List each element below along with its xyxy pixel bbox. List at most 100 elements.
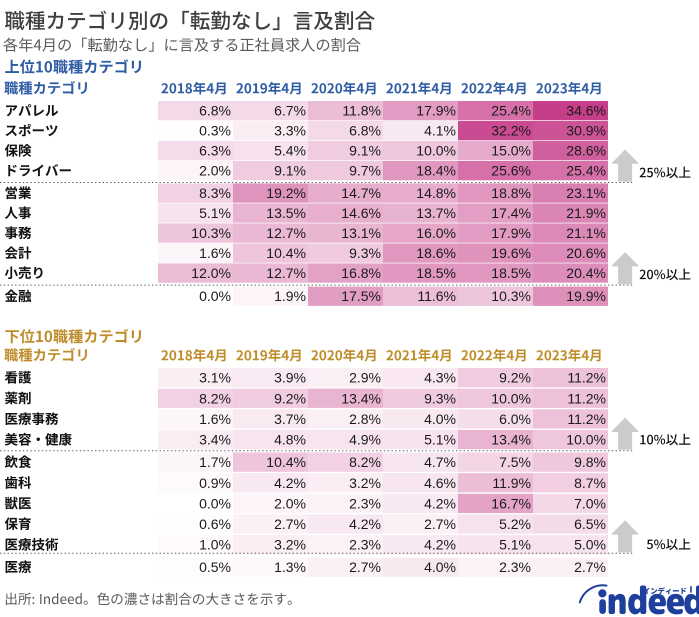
svg-text:15.0%: 15.0% xyxy=(491,143,531,159)
svg-text:3.1%: 3.1% xyxy=(199,370,231,386)
svg-text:3.3%: 3.3% xyxy=(274,123,306,139)
svg-text:3.2%: 3.2% xyxy=(349,475,381,491)
svg-text:6.8%: 6.8% xyxy=(349,123,381,139)
svg-text:2.9%: 2.9% xyxy=(349,370,381,386)
svg-text:10.4%: 10.4% xyxy=(266,245,306,261)
svg-text:13.4%: 13.4% xyxy=(491,432,531,448)
svg-text:6.0%: 6.0% xyxy=(499,411,531,427)
svg-text:0.0%: 0.0% xyxy=(199,495,231,511)
svg-text:2.7%: 2.7% xyxy=(424,516,456,532)
svg-text:25.6%: 25.6% xyxy=(491,163,531,179)
svg-text:11.8%: 11.8% xyxy=(342,103,381,119)
svg-text:8.3%: 8.3% xyxy=(199,185,231,201)
svg-text:10.3%: 10.3% xyxy=(491,288,531,304)
svg-text:3.7%: 3.7% xyxy=(274,411,306,427)
svg-text:5.1%: 5.1% xyxy=(499,537,531,553)
svg-text:6.7%: 6.7% xyxy=(274,103,306,119)
svg-text:4.9%: 4.9% xyxy=(349,432,381,448)
svg-text:18.8%: 18.8% xyxy=(491,185,531,201)
svg-text:2.3%: 2.3% xyxy=(349,495,381,511)
svg-text:5.1%: 5.1% xyxy=(199,205,231,221)
svg-text:2.3%: 2.3% xyxy=(349,537,381,553)
svg-text:3.9%: 3.9% xyxy=(274,370,306,386)
svg-text:20.4%: 20.4% xyxy=(566,265,606,281)
svg-text:1.9%: 1.9% xyxy=(274,288,306,304)
svg-text:4.1%: 4.1% xyxy=(424,123,456,139)
svg-text:3.4%: 3.4% xyxy=(199,432,231,448)
svg-text:2.7%: 2.7% xyxy=(274,516,306,532)
svg-text:25.4%: 25.4% xyxy=(491,103,531,119)
svg-text:4.0%: 4.0% xyxy=(424,559,456,575)
svg-text:13.4%: 13.4% xyxy=(341,390,381,406)
svg-text:9.3%: 9.3% xyxy=(424,390,456,406)
svg-text:12.7%: 12.7% xyxy=(266,225,306,241)
svg-text:9.2%: 9.2% xyxy=(499,370,531,386)
svg-text:9.3%: 9.3% xyxy=(349,245,381,261)
svg-text:2.0%: 2.0% xyxy=(199,163,231,179)
svg-text:18.4%: 18.4% xyxy=(416,163,456,179)
svg-text:13.1%: 13.1% xyxy=(341,225,381,241)
svg-text:11.2%: 11.2% xyxy=(567,411,606,427)
svg-text:9.2%: 9.2% xyxy=(274,390,306,406)
svg-text:5.1%: 5.1% xyxy=(424,432,456,448)
svg-text:2.0%: 2.0% xyxy=(274,495,306,511)
svg-text:9.1%: 9.1% xyxy=(349,143,381,159)
svg-text:19.9%: 19.9% xyxy=(566,288,606,304)
svg-text:16.8%: 16.8% xyxy=(341,265,381,281)
svg-text:10.0%: 10.0% xyxy=(416,143,456,159)
svg-text:21.9%: 21.9% xyxy=(566,205,606,221)
svg-text:1.7%: 1.7% xyxy=(199,454,231,470)
svg-text:13.5%: 13.5% xyxy=(266,205,306,221)
svg-text:17.9%: 17.9% xyxy=(491,225,531,241)
svg-text:4.2%: 4.2% xyxy=(274,475,306,491)
svg-text:0.9%: 0.9% xyxy=(199,475,231,491)
svg-text:0.3%: 0.3% xyxy=(199,123,231,139)
svg-text:18.5%: 18.5% xyxy=(491,265,531,281)
svg-text:7.5%: 7.5% xyxy=(499,454,531,470)
svg-text:2.7%: 2.7% xyxy=(349,559,381,575)
svg-text:19.2%: 19.2% xyxy=(266,185,306,201)
svg-text:34.6%: 34.6% xyxy=(566,103,606,119)
svg-text:1.3%: 1.3% xyxy=(274,559,306,575)
svg-text:30.9%: 30.9% xyxy=(566,123,606,139)
svg-text:12.7%: 12.7% xyxy=(266,265,306,281)
svg-text:8.2%: 8.2% xyxy=(199,390,231,406)
svg-text:11.6%: 11.6% xyxy=(417,288,456,304)
svg-text:9.8%: 9.8% xyxy=(574,454,606,470)
svg-text:5.2%: 5.2% xyxy=(499,516,531,532)
svg-text:13.7%: 13.7% xyxy=(416,205,456,221)
svg-text:9.1%: 9.1% xyxy=(274,163,306,179)
svg-text:14.8%: 14.8% xyxy=(416,185,456,201)
svg-text:6.3%: 6.3% xyxy=(199,143,231,159)
svg-text:4.7%: 4.7% xyxy=(424,454,456,470)
svg-text:25.4%: 25.4% xyxy=(566,163,606,179)
svg-text:4.2%: 4.2% xyxy=(424,495,456,511)
svg-text:1.0%: 1.0% xyxy=(199,537,231,553)
svg-text:12.0%: 12.0% xyxy=(191,265,231,281)
svg-text:14.6%: 14.6% xyxy=(341,205,381,221)
svg-text:7.0%: 7.0% xyxy=(574,495,606,511)
svg-text:10.3%: 10.3% xyxy=(191,225,231,241)
svg-text:16.0%: 16.0% xyxy=(416,225,456,241)
svg-text:16.7%: 16.7% xyxy=(491,495,531,511)
svg-text:2.7%: 2.7% xyxy=(574,559,606,575)
svg-text:1.6%: 1.6% xyxy=(199,411,231,427)
svg-text:11.2%: 11.2% xyxy=(567,370,606,386)
svg-text:10.0%: 10.0% xyxy=(491,390,531,406)
svg-text:6.5%: 6.5% xyxy=(574,516,606,532)
svg-text:0.6%: 0.6% xyxy=(199,516,231,532)
svg-text:0.5%: 0.5% xyxy=(199,559,231,575)
svg-text:17.4%: 17.4% xyxy=(491,205,531,221)
svg-text:21.1%: 21.1% xyxy=(566,225,606,241)
svg-text:11.9%: 11.9% xyxy=(492,475,531,491)
svg-text:11.2%: 11.2% xyxy=(567,390,606,406)
svg-text:1.6%: 1.6% xyxy=(199,245,231,261)
svg-text:2.3%: 2.3% xyxy=(499,559,531,575)
svg-text:4.8%: 4.8% xyxy=(274,432,306,448)
svg-text:0.0%: 0.0% xyxy=(199,288,231,304)
svg-text:4.2%: 4.2% xyxy=(424,537,456,553)
svg-text:18.6%: 18.6% xyxy=(416,245,456,261)
svg-text:8.7%: 8.7% xyxy=(574,475,606,491)
svg-text:9.7%: 9.7% xyxy=(349,163,381,179)
svg-text:4.0%: 4.0% xyxy=(424,411,456,427)
